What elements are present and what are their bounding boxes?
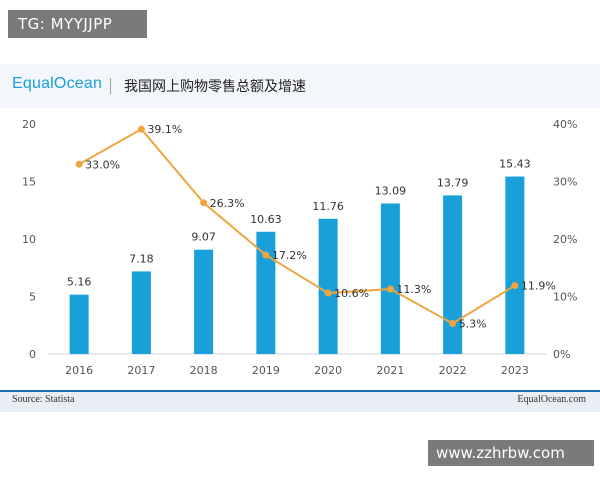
- y-left-tick-label: 5: [29, 291, 36, 304]
- bar-value-label: 9.07: [191, 231, 216, 244]
- y-right-axis: 0% 10% 20% 30% 40%: [553, 118, 577, 361]
- y-left-tick-label: 0: [29, 348, 36, 361]
- growth-point: [200, 199, 208, 207]
- x-tick-label: 2020: [314, 364, 342, 377]
- y-right-tick-label: 0%: [553, 348, 570, 361]
- combo-chart: 0 5 10 15 20 0% 10% 20% 30% 40% 5.16 7.18 9.07 10.6…: [22, 118, 577, 377]
- growth-point: [324, 289, 332, 297]
- bar: [131, 271, 151, 354]
- x-tick-label: 2021: [376, 364, 404, 377]
- bar: [194, 249, 214, 354]
- growth-line-series: [75, 125, 519, 328]
- header-divider: [110, 78, 111, 94]
- source-text: Source: Statista: [12, 394, 75, 405]
- bar: [380, 203, 400, 354]
- brand-text: EqualOcean.com: [517, 394, 586, 405]
- x-tick-label: 2022: [439, 364, 467, 377]
- bar-value-labels: 5.16 7.18 9.07 10.63 11.76 13.09 13.79 15.43: [67, 158, 531, 289]
- y-right-tick-label: 20%: [553, 233, 577, 246]
- y-right-tick-label: 10%: [553, 291, 577, 304]
- bar: [256, 231, 276, 354]
- growth-point: [75, 160, 83, 168]
- growth-value-label: 11.9%: [521, 280, 556, 293]
- bar-value-label: 15.43: [499, 158, 531, 171]
- y-left-tick-label: 15: [22, 176, 36, 189]
- watermark-top: TG: MYYJJPP: [8, 10, 147, 38]
- chart-title: 我国网上购物零售总额及增速: [124, 79, 306, 95]
- x-tick-label: 2023: [501, 364, 529, 377]
- bar: [318, 218, 338, 354]
- bar-value-label: 5.16: [67, 276, 92, 289]
- x-tick-label: 2016: [65, 364, 93, 377]
- y-right-tick-label: 40%: [553, 118, 577, 131]
- bar: [443, 195, 463, 354]
- growth-point: [137, 125, 145, 133]
- x-axis: 2016 2017 2018 2019 2020 2021 2022 2023: [65, 364, 529, 377]
- x-tick-label: 2019: [252, 364, 280, 377]
- y-left-tick-label: 10: [22, 233, 36, 246]
- bar-value-label: 13.79: [437, 176, 469, 189]
- bar-value-label: 10.63: [250, 213, 282, 226]
- growth-value-label: 10.6%: [334, 287, 369, 300]
- y-left-axis: 0 5 10 15 20: [22, 118, 36, 361]
- bar: [505, 176, 525, 354]
- growth-value-label: 33.0%: [85, 158, 120, 171]
- y-right-tick-label: 30%: [553, 176, 577, 189]
- growth-line: [78, 127, 516, 325]
- equalocean-logo: EqualOcean: [12, 75, 103, 92]
- growth-point: [386, 285, 394, 293]
- y-left-tick-label: 20: [22, 118, 36, 131]
- growth-point: [449, 320, 457, 328]
- header-band: [0, 64, 600, 108]
- bar-series: [69, 176, 525, 354]
- growth-point: [511, 282, 519, 290]
- bar-value-label: 13.09: [375, 184, 407, 197]
- bar-value-label: 7.18: [129, 252, 154, 265]
- x-tick-label: 2017: [127, 364, 155, 377]
- growth-value-label: 11.3%: [396, 283, 431, 296]
- growth-value-labels: 33.0% 39.1% 26.3% 17.2% 10.6% 11.3% 5.3% 11.9%: [85, 123, 556, 330]
- growth-value-label: 26.3%: [210, 197, 245, 210]
- bar-value-label: 11.76: [312, 200, 344, 213]
- watermark-bottom: www.zzhrbw.com: [428, 440, 594, 466]
- growth-point: [262, 251, 270, 259]
- x-tick-label: 2018: [190, 364, 218, 377]
- growth-value-label: 39.1%: [147, 123, 182, 136]
- bar: [69, 294, 89, 354]
- footer-band: [0, 390, 600, 412]
- growth-value-label: 17.2%: [272, 249, 307, 262]
- growth-value-label: 5.3%: [459, 318, 487, 331]
